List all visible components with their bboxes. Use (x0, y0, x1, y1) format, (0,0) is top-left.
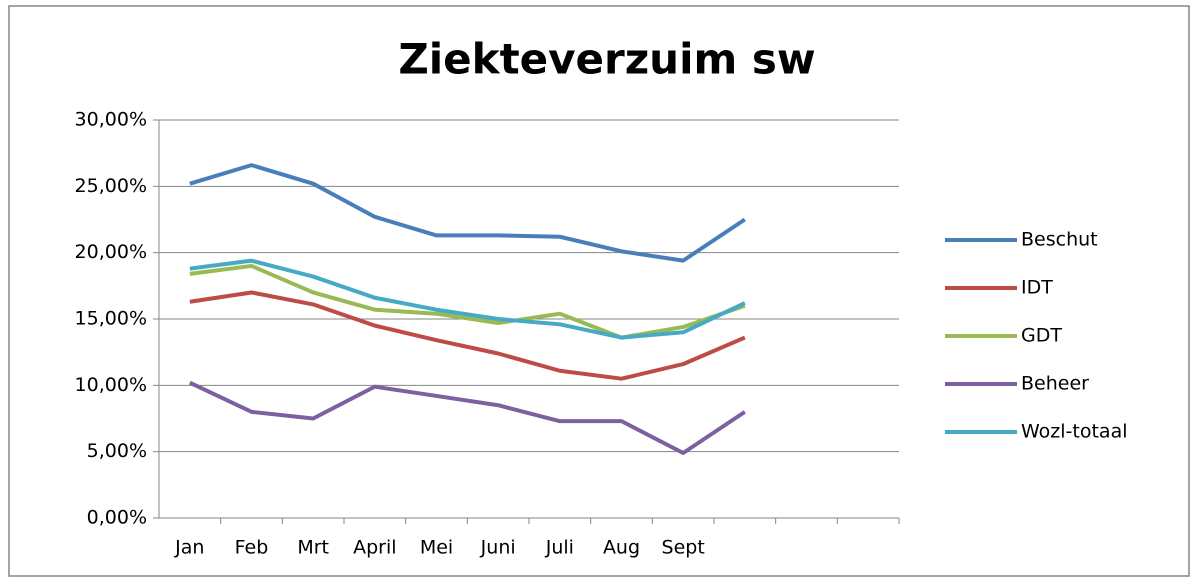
x-tick-label: Mei (420, 537, 453, 559)
x-tick-label: Sept (662, 537, 705, 559)
legend-label: Wozl-totaal (1021, 421, 1128, 443)
y-tick-label: 30,00% (75, 109, 147, 131)
y-tick-label: 20,00% (75, 241, 147, 263)
y-tick-label: 25,00% (75, 175, 147, 197)
legend-label: Beheer (1021, 373, 1089, 395)
series-line (189, 163, 746, 263)
x-tick-label: Feb (235, 537, 269, 559)
legend-label: IDT (1021, 277, 1053, 299)
chart-frame (8, 5, 1190, 577)
series-line (189, 290, 746, 381)
x-tick-label: Mrt (297, 537, 329, 559)
series-line (189, 258, 746, 340)
y-tick-label: 15,00% (75, 308, 147, 330)
x-tick-label: April (353, 537, 396, 559)
series-line (189, 263, 746, 340)
legend-label: GDT (1021, 325, 1062, 347)
y-tick-label: 0,00% (87, 507, 147, 529)
series-line (188, 380, 746, 455)
y-tick-label: 5,00% (87, 440, 147, 462)
y-tick-label: 10,00% (75, 374, 147, 396)
x-tick-label: Juli (545, 537, 574, 559)
chart-title: Ziekteverzuim sw (398, 35, 815, 84)
x-tick-label: Juni (480, 537, 516, 559)
x-tick-label: Jan (174, 537, 204, 559)
x-tick-label: Aug (603, 537, 640, 559)
legend-label: Beschut (1021, 229, 1098, 251)
